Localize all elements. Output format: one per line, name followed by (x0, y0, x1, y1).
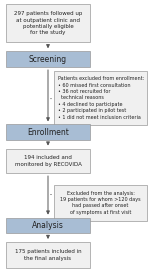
Text: Excluded from the analysis:
19 patients for whom >120 days
had passed after onse: Excluded from the analysis: 19 patients … (60, 191, 141, 215)
FancyBboxPatch shape (6, 149, 90, 173)
FancyBboxPatch shape (6, 242, 90, 268)
FancyBboxPatch shape (54, 71, 147, 125)
FancyBboxPatch shape (6, 51, 90, 67)
Text: Patients excluded from enrollment:
• 60 missed first consultation
• 36 not recru: Patients excluded from enrollment: • 60 … (58, 76, 145, 120)
Text: 194 included and
monitored by RECOVIDA: 194 included and monitored by RECOVIDA (15, 155, 81, 167)
Text: Screening: Screening (29, 55, 67, 64)
FancyBboxPatch shape (6, 124, 90, 140)
Text: 297 patients followed up
at outpatient clinic and
potentially eligible
for the s: 297 patients followed up at outpatient c… (14, 11, 82, 35)
Text: 175 patients included in
the final analysis: 175 patients included in the final analy… (15, 249, 81, 261)
Text: Analysis: Analysis (32, 221, 64, 230)
FancyBboxPatch shape (6, 218, 90, 233)
FancyBboxPatch shape (6, 4, 90, 42)
FancyBboxPatch shape (54, 185, 147, 221)
Text: Enrollment: Enrollment (27, 128, 69, 137)
